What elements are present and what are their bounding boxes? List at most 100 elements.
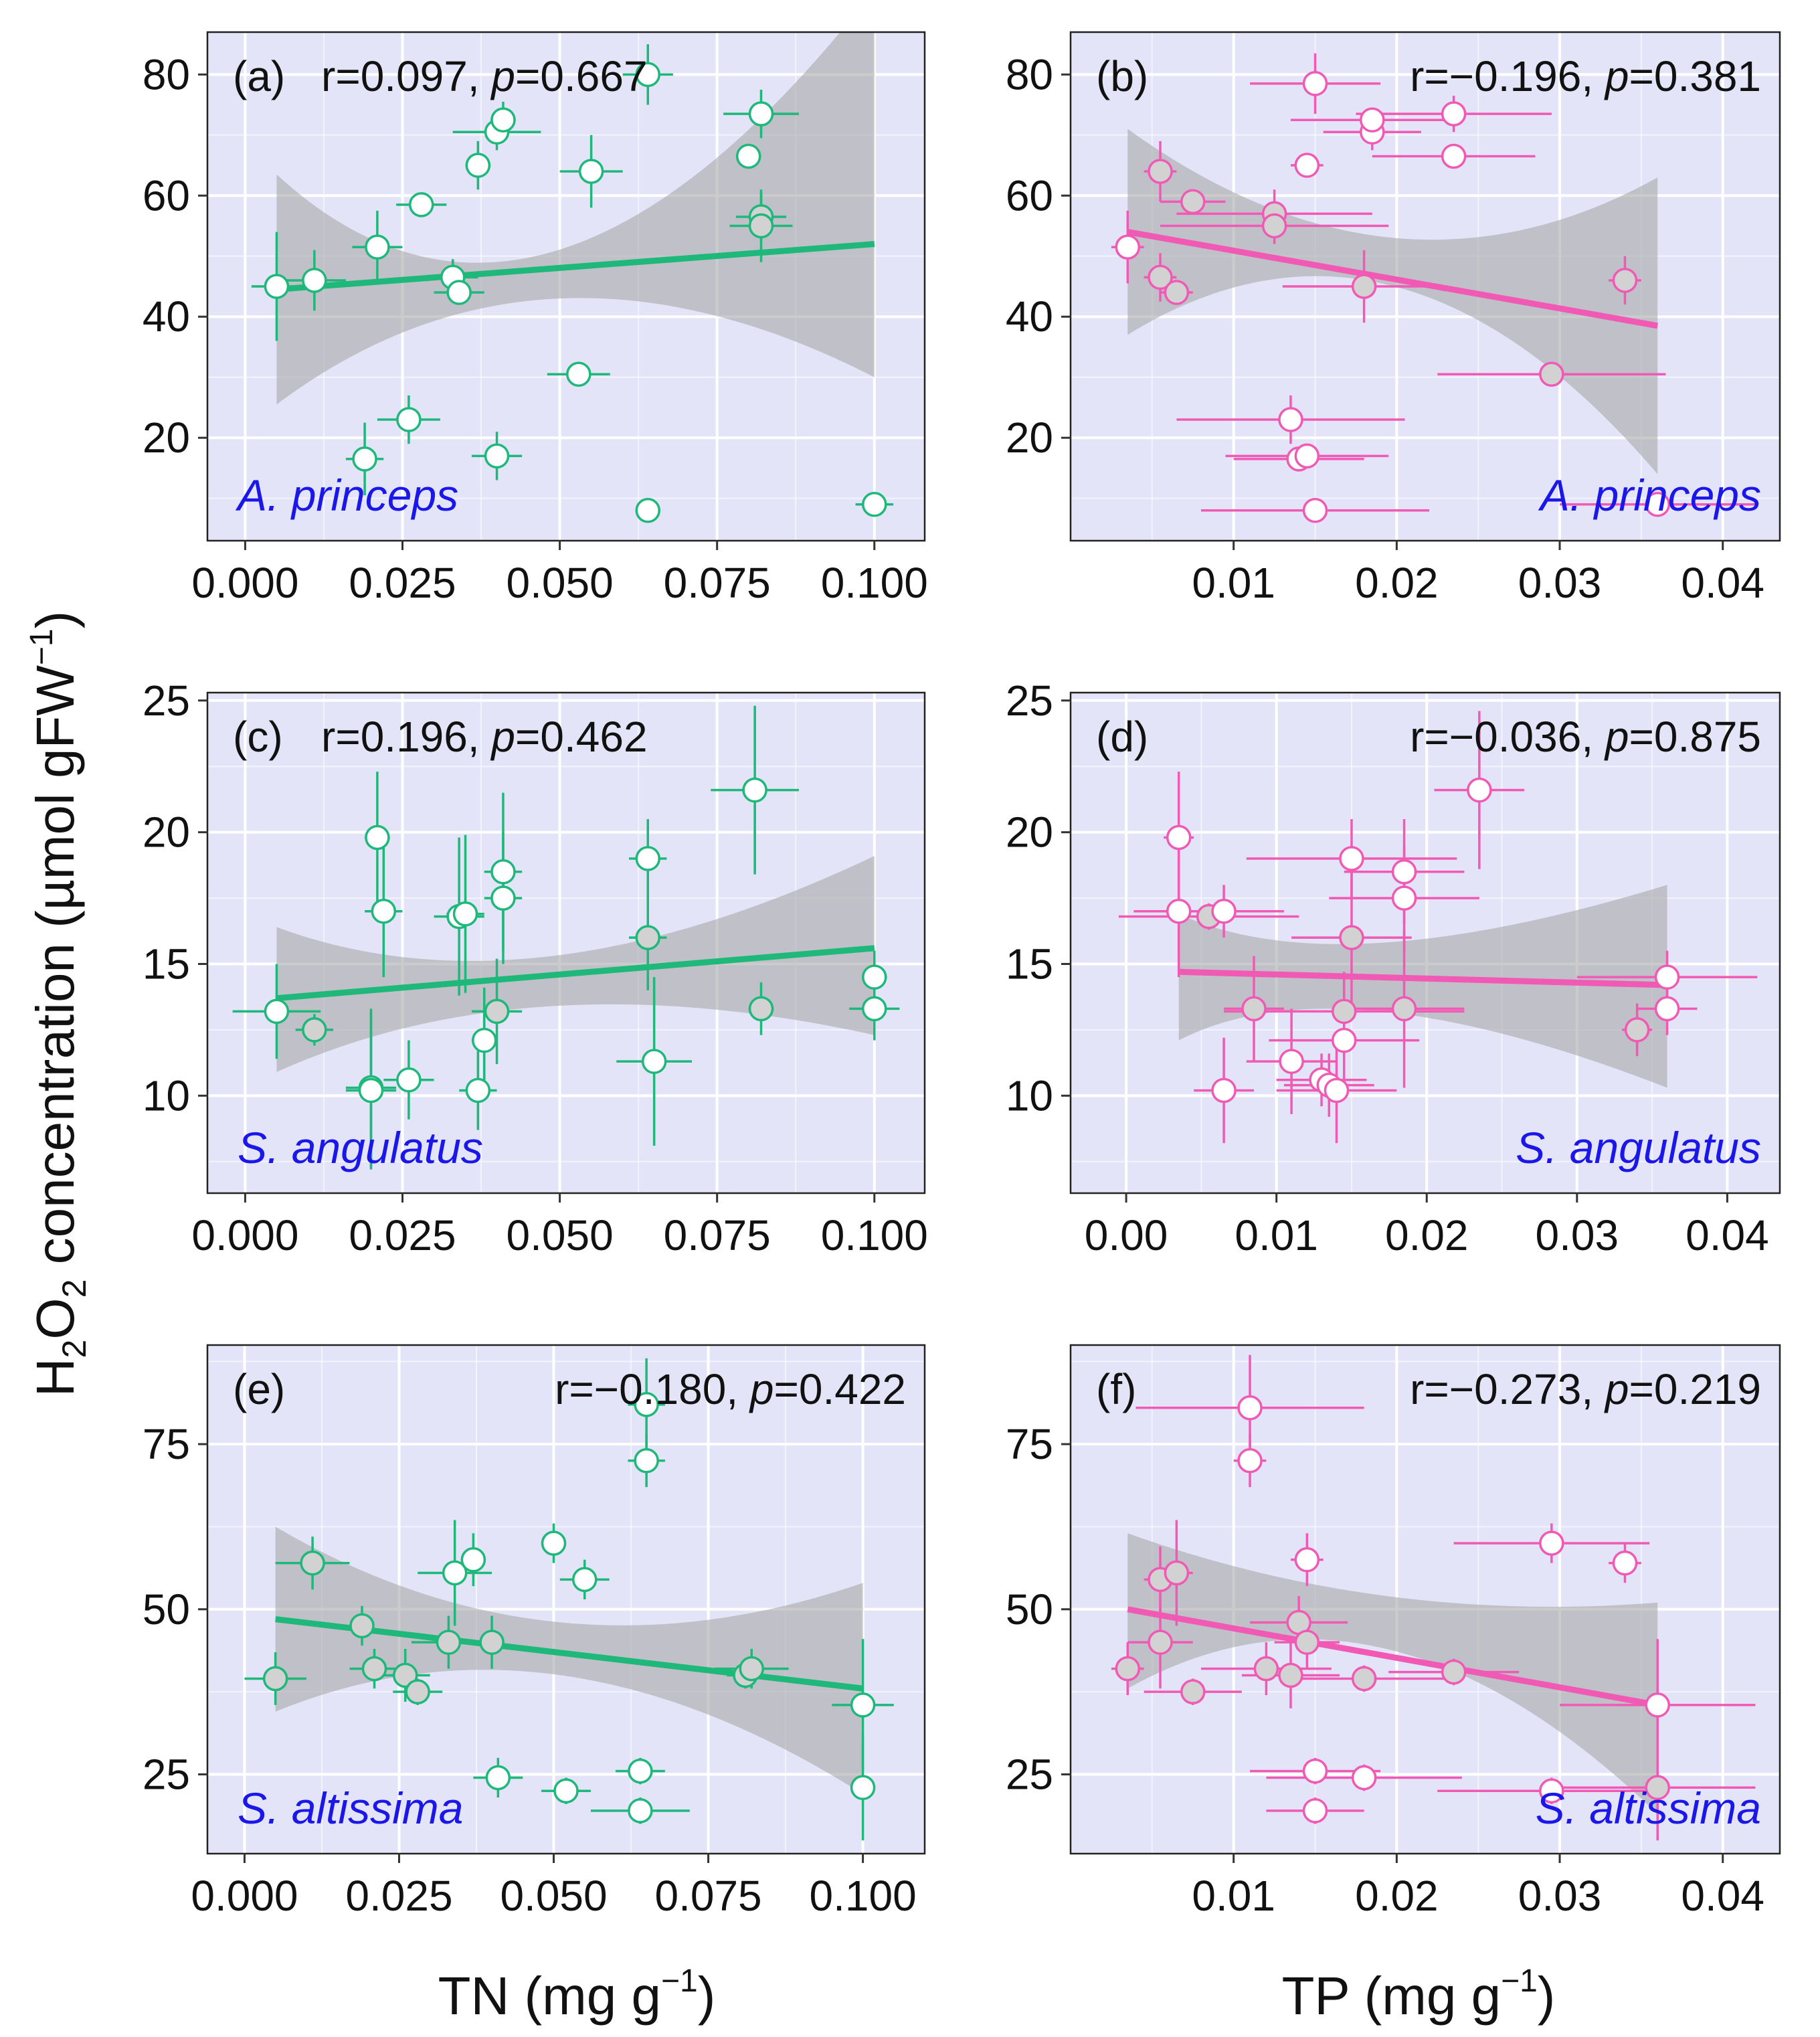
point-marker xyxy=(1302,71,1328,96)
panel-border xyxy=(206,691,926,1194)
x-tick-label: 0.000 xyxy=(191,559,298,607)
point-marker xyxy=(1302,1758,1328,1784)
point-marker xyxy=(300,1550,325,1576)
point-marker xyxy=(1166,824,1192,851)
plot-contents xyxy=(207,32,925,541)
panel-border xyxy=(1069,1344,1781,1855)
point-marker xyxy=(1115,234,1141,260)
point-marker xyxy=(302,1017,327,1043)
point-marker xyxy=(850,1775,876,1801)
point-marker xyxy=(1148,264,1173,290)
panel-border xyxy=(1069,691,1781,1194)
y-tick-label: 40 xyxy=(143,292,190,341)
point-marker xyxy=(358,1077,384,1103)
point-marker xyxy=(635,846,660,871)
panel-c: 0.000 0.025 0.050 0.075 0.100 10 15 20 25 (c) r=0.… xyxy=(143,677,928,1259)
x-tick-label: 0.03 xyxy=(1518,559,1602,607)
y-tick-label: 40 xyxy=(1006,292,1053,341)
point-marker xyxy=(1237,1447,1263,1474)
point-marker xyxy=(1360,107,1385,132)
point-marker xyxy=(1166,899,1192,924)
x-axis-title-tp: TP (mg g−1) xyxy=(1282,1963,1556,2026)
panel-a: 0.000 0.025 0.050 0.075 0.100 20 40 60 80 (a) r=0.… xyxy=(143,31,928,607)
x-tick-label: 0.04 xyxy=(1681,1872,1764,1920)
point-marker xyxy=(1539,361,1564,387)
point-marker xyxy=(1645,491,1670,517)
point-marker xyxy=(1148,1629,1173,1655)
species-label: S. angulatus xyxy=(1516,1123,1761,1172)
point-marker xyxy=(302,268,327,293)
y-tick-label: 60 xyxy=(1006,171,1053,219)
x-tick-label: 0.000 xyxy=(191,1872,298,1920)
point-marker xyxy=(452,901,478,927)
regression-line xyxy=(1127,229,1659,329)
y-axis-title: H2O2 concentration (µmol gFW−1) xyxy=(24,611,93,1397)
regression-line xyxy=(1127,1606,1659,1708)
point-marker xyxy=(1253,1656,1279,1682)
confidence-band xyxy=(1127,128,1658,474)
point-marker xyxy=(1180,1679,1206,1704)
point-marker xyxy=(1441,143,1467,169)
point-marker xyxy=(541,1530,567,1556)
point-marker xyxy=(1115,1656,1141,1682)
x-tick-label: 0.100 xyxy=(821,1211,928,1259)
point-marker xyxy=(460,1547,486,1573)
point-marker xyxy=(396,1067,422,1093)
x-tick-label: 0.01 xyxy=(1192,559,1275,607)
point-marker xyxy=(850,1692,876,1718)
species-label: S. angulatus xyxy=(238,1123,483,1172)
x-tick-label: 0.02 xyxy=(1355,1872,1439,1920)
species-label: A. princeps xyxy=(1538,470,1761,520)
y-tick-label: 25 xyxy=(1006,677,1053,725)
y-tick-label: 20 xyxy=(1006,808,1053,857)
point-marker xyxy=(371,899,397,924)
x-tick-label: 0.100 xyxy=(810,1872,917,1920)
plot-contents xyxy=(207,1345,925,1854)
point-marker xyxy=(352,446,377,472)
stat-r: r=−0.196, xyxy=(1410,52,1605,100)
point-marker xyxy=(484,443,510,469)
point-marker xyxy=(436,1629,462,1655)
x-tick-label: 0.02 xyxy=(1385,1211,1469,1259)
point-marker xyxy=(490,885,516,911)
stat-p-label: p xyxy=(1604,52,1629,100)
point-marker xyxy=(1279,1049,1304,1074)
point-marker xyxy=(628,1798,653,1824)
point-marker xyxy=(1278,1662,1303,1688)
x-tick-label: 0.075 xyxy=(664,1211,771,1259)
y-tick-label: 25 xyxy=(143,677,190,725)
x-tick-label: 0.050 xyxy=(507,559,614,607)
x-axis-title-tn: TN (mg g−1) xyxy=(438,1963,716,2026)
stat-r: r=−0.036, xyxy=(1410,713,1605,761)
point-marker xyxy=(862,491,887,517)
species-label: A. princeps xyxy=(235,470,458,520)
point-marker xyxy=(1241,996,1267,1022)
panel-b: 0.01 0.02 0.03 0.04 20 40 60 80 (b) r=−0.196, p=0… xyxy=(1006,31,1781,607)
point-marker xyxy=(1294,1629,1320,1655)
point-marker xyxy=(748,996,774,1022)
y-tick-label: 20 xyxy=(143,808,190,857)
panel-f: 0.01 0.02 0.03 0.04 25 50 75 (f) r=−0.273, p=0.2… xyxy=(1006,1344,1781,1920)
panel-border xyxy=(206,1344,926,1855)
point-marker xyxy=(1645,1692,1670,1718)
y-tick-label: 20 xyxy=(1006,414,1053,462)
regression-line xyxy=(1178,968,1667,988)
point-marker xyxy=(1391,885,1417,911)
panel-e: 0.000 0.025 0.050 0.075 0.100 25 50 75 (e) r=−0.1… xyxy=(143,1344,926,1920)
panel-letter: (a) xyxy=(233,52,285,100)
correlation-stats: r=0.196, p=0.462 xyxy=(321,713,648,761)
point-marker xyxy=(1441,101,1467,126)
stat-r: r=−0.273, xyxy=(1410,1365,1605,1413)
stat-r: r=0.097, xyxy=(321,52,491,100)
point-marker xyxy=(392,1662,418,1688)
point-marker xyxy=(748,213,774,239)
point-marker xyxy=(1351,274,1377,299)
point-marker xyxy=(635,62,660,88)
point-marker xyxy=(1624,1017,1650,1043)
point-marker xyxy=(1654,964,1680,990)
point-marker xyxy=(349,1613,375,1639)
point-marker xyxy=(479,1629,505,1655)
x-tick-label: 0.02 xyxy=(1355,559,1439,607)
y-tick-label: 80 xyxy=(1006,50,1053,98)
y-tick-label: 25 xyxy=(1006,1751,1053,1799)
